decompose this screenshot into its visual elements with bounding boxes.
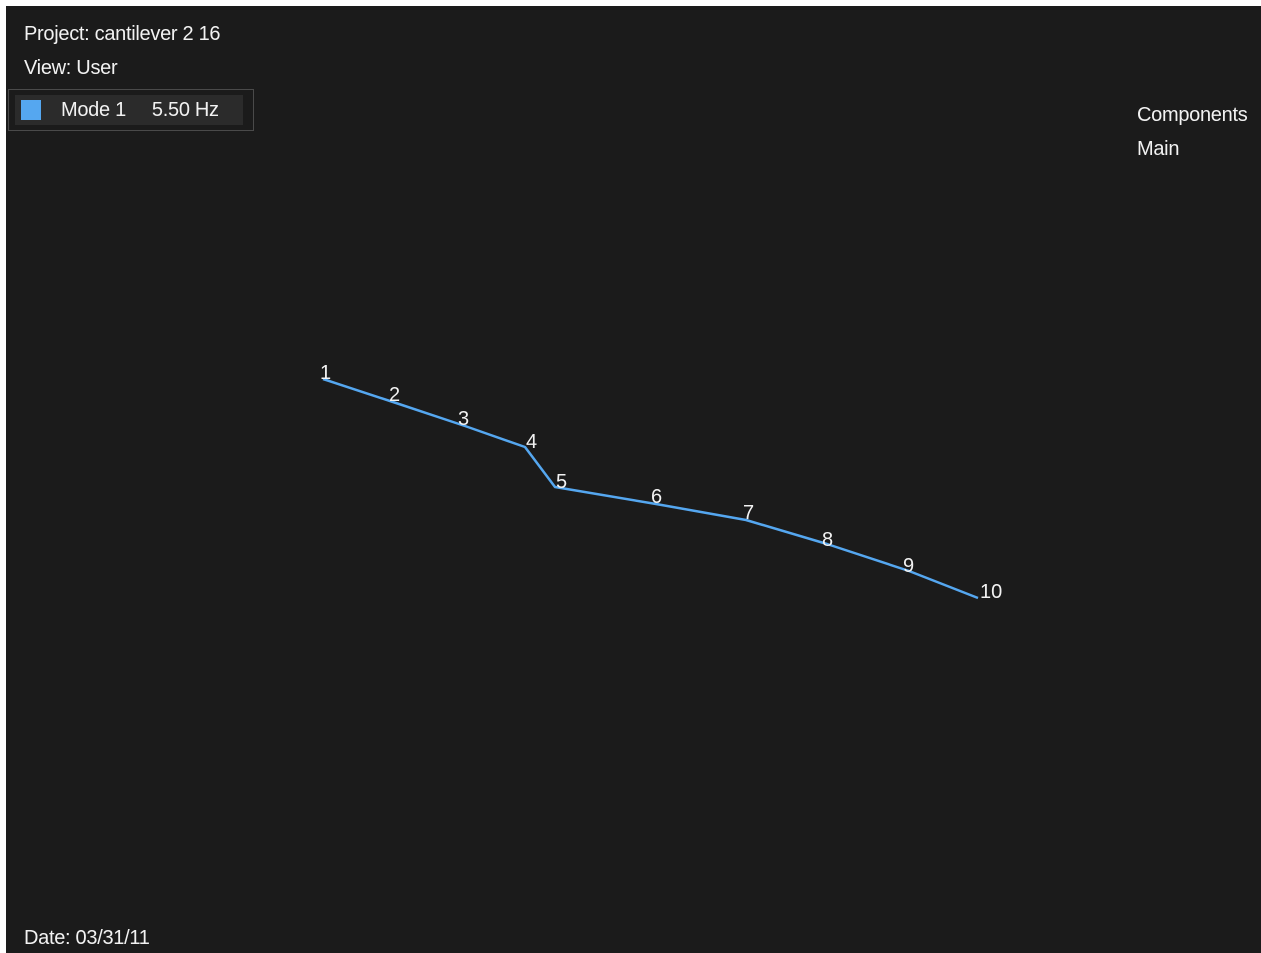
mode-label: Mode 1 <box>61 99 126 121</box>
node-label-7: 7 <box>743 502 754 524</box>
node-label-4: 4 <box>526 431 537 453</box>
date-label: Date: 03/31/11 <box>24 927 150 949</box>
component-item-main[interactable]: Main <box>1137 138 1180 160</box>
node-label-6: 6 <box>651 486 662 508</box>
node-labels: 1 2 3 45 6 7 8 9 10 <box>320 362 1002 603</box>
node-label-3: 3 <box>458 408 469 430</box>
mode-frequency: 5.50 Hz <box>151 99 219 121</box>
components-title: Components <box>1137 104 1248 126</box>
node-label-5: 5 <box>556 471 567 493</box>
3d-viewport[interactable]: Project: cantilever 2 16 View: User Mode… <box>6 6 1261 953</box>
node-label-10: 10 <box>980 581 1002 603</box>
mode-shape-plot: 1 2 3 45 6 7 8 9 10 <box>320 362 1002 603</box>
mode-legend-row[interactable]: Mode 1 5.50 Hz <box>15 95 243 125</box>
node-label-1: 1 <box>320 362 331 384</box>
project-title: Project: cantilever 2 16 <box>24 23 221 45</box>
view-name: View: User <box>24 57 118 79</box>
mode-shape-line <box>322 377 979 600</box>
node-label-8: 8 <box>822 529 833 551</box>
node-label-9: 9 <box>903 555 914 577</box>
node-label-2: 2 <box>389 384 400 406</box>
mode-color-swatch[interactable] <box>21 100 41 120</box>
mode-legend[interactable]: Mode 1 5.50 Hz <box>8 89 254 131</box>
